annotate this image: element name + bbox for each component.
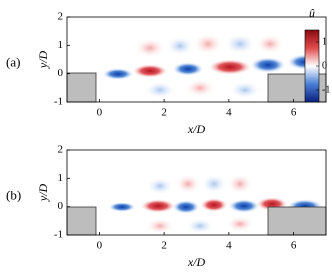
- y-tick-label: 1: [58, 172, 64, 184]
- y-axis-label: y/D: [36, 51, 50, 70]
- x-tick-label: 4: [226, 240, 232, 252]
- colorbar-tick-label: -1: [322, 84, 330, 95]
- x-tick-label: 6: [291, 107, 297, 119]
- cylinder: [267, 206, 327, 236]
- y-tick-label: -1: [54, 96, 63, 108]
- x-tick-label: 0: [97, 107, 103, 119]
- panel-label: (a): [6, 54, 20, 69]
- y-tick-label: 2: [58, 144, 64, 156]
- plot-frame: [66, 16, 327, 103]
- y-axis-label: y/D: [36, 184, 50, 203]
- x-tick-label: 4: [226, 107, 232, 119]
- colorbar-tick-label: 0: [322, 60, 327, 71]
- x-axis-label: x/D: [187, 122, 206, 136]
- y-tick-label: 0: [58, 200, 64, 212]
- colorbar-title: û: [309, 6, 315, 20]
- y-tick-label: 1: [58, 39, 64, 51]
- x-tick-label: 2: [161, 107, 167, 119]
- x-tick-label: 0: [97, 240, 103, 252]
- colorbar-tick-label: 1: [322, 36, 327, 47]
- x-tick-label: 6: [291, 240, 297, 252]
- cylinder: [66, 72, 97, 103]
- panel-label: (b): [6, 187, 21, 202]
- plot-frame: [66, 149, 327, 236]
- cylinder: [66, 206, 97, 236]
- y-tick-label: 0: [58, 67, 64, 79]
- y-tick-label: 2: [58, 11, 64, 23]
- x-tick-label: 2: [161, 240, 167, 252]
- y-tick-label: -1: [54, 229, 63, 241]
- x-axis-label: x/D: [187, 255, 206, 269]
